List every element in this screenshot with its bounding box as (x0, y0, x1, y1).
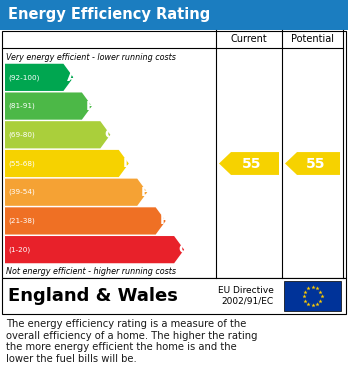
Polygon shape (5, 121, 110, 149)
Polygon shape (219, 152, 279, 175)
Text: 55: 55 (306, 156, 325, 170)
Text: B: B (86, 100, 96, 113)
Polygon shape (5, 236, 184, 263)
Text: Current: Current (231, 34, 267, 44)
Bar (284, 281, 341, 311)
Text: (69-80): (69-80) (8, 131, 35, 138)
Text: EU Directive
2002/91/EC: EU Directive 2002/91/EC (218, 286, 274, 306)
Polygon shape (285, 152, 340, 175)
Polygon shape (5, 64, 73, 91)
Polygon shape (5, 92, 92, 120)
Text: G: G (178, 243, 189, 256)
Bar (2, 31, 346, 278)
Text: (1-20): (1-20) (8, 246, 30, 253)
Text: (39-54): (39-54) (8, 189, 35, 196)
Text: Very energy efficient - lower running costs: Very energy efficient - lower running co… (6, 52, 176, 61)
Text: 55: 55 (242, 156, 262, 170)
Polygon shape (5, 179, 147, 206)
Text: E: E (141, 186, 150, 199)
Text: C: C (104, 128, 114, 141)
Text: (55-68): (55-68) (8, 160, 35, 167)
Bar (2, 278, 346, 314)
Text: Potential: Potential (291, 34, 334, 44)
Text: (92-100): (92-100) (8, 74, 39, 81)
Text: Energy Efficiency Rating: Energy Efficiency Rating (8, 7, 210, 23)
Bar (0, 0, 348, 30)
Text: (81-91): (81-91) (8, 103, 35, 109)
Polygon shape (5, 150, 129, 177)
Text: (21-38): (21-38) (8, 218, 35, 224)
Text: Not energy efficient - higher running costs: Not energy efficient - higher running co… (6, 267, 176, 276)
Text: D: D (123, 157, 134, 170)
Text: A: A (68, 71, 78, 84)
Text: F: F (160, 214, 169, 228)
Polygon shape (5, 207, 166, 235)
Text: The energy efficiency rating is a measure of the
overall efficiency of a home. T: The energy efficiency rating is a measur… (6, 319, 258, 364)
Text: England & Wales: England & Wales (8, 287, 178, 305)
